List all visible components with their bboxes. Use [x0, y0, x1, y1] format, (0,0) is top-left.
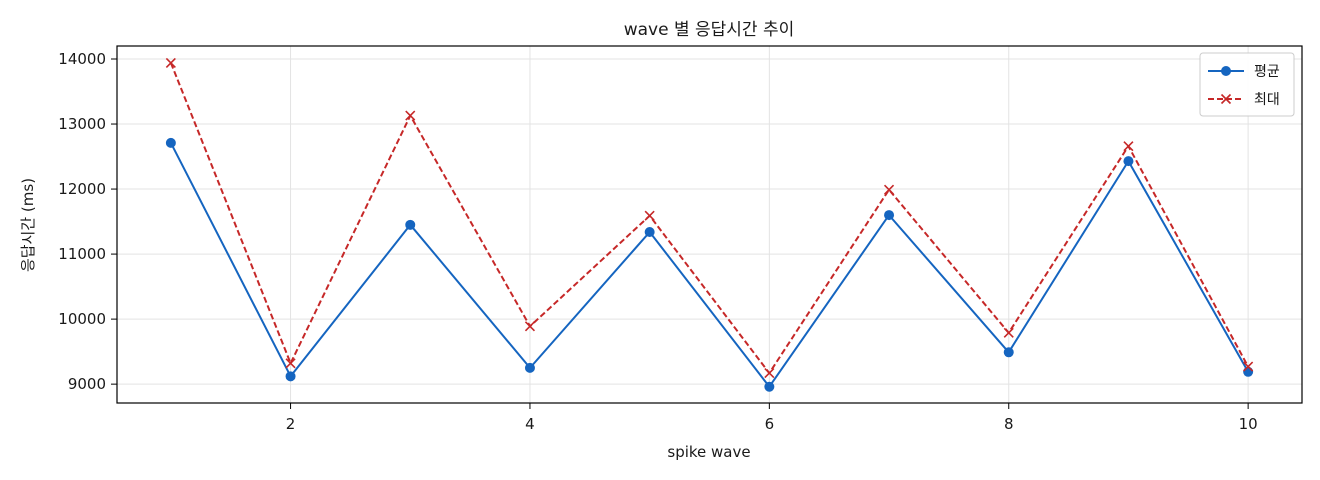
x-tick-label: 10 — [1239, 415, 1258, 433]
x-tick-label: 4 — [525, 415, 535, 433]
data-point — [1243, 361, 1254, 372]
data-point — [524, 362, 535, 373]
y-tick-label: 10000 — [58, 310, 106, 328]
data-point — [1123, 141, 1134, 152]
x-axis: 2 4 6 8 10 — [286, 403, 1258, 433]
data-point — [1003, 347, 1014, 358]
data-point — [165, 137, 176, 148]
x-tick-label: 8 — [1004, 415, 1014, 433]
data-point — [524, 321, 536, 332]
x-axis-label: spike wave — [667, 443, 750, 461]
data-point — [285, 358, 296, 369]
plot-frame — [116, 45, 1303, 404]
y-tick-label: 14000 — [58, 50, 106, 68]
y-axis: 9000 10000 11000 12000 13000 14000 — [58, 50, 117, 393]
legend-marker — [1221, 66, 1231, 76]
legend-label: 평균 — [1254, 64, 1280, 80]
x-tick-label: 6 — [765, 415, 775, 433]
series-1 — [165, 137, 1254, 392]
data-point — [764, 368, 775, 379]
data-point — [1243, 366, 1254, 377]
series-line — [170, 142, 1249, 388]
x-tick-label: 2 — [286, 415, 296, 433]
y-tick-label: 12000 — [58, 180, 106, 198]
series-layer — [165, 57, 1254, 392]
legend-label: 최대 — [1254, 92, 1280, 108]
grid — [117, 46, 1302, 403]
data-point — [884, 210, 895, 221]
y-tick-label: 13000 — [58, 115, 106, 133]
data-point — [405, 110, 416, 121]
data-point — [1123, 156, 1134, 167]
series-2 — [165, 57, 1254, 379]
data-point — [644, 210, 655, 221]
y-axis-label: 응답시간 (ms) — [19, 178, 37, 272]
series-line — [169, 62, 1249, 375]
legend-box — [1199, 52, 1295, 117]
data-point — [285, 371, 296, 382]
legend-marker — [1220, 93, 1232, 105]
data-point — [165, 57, 176, 68]
y-tick-label: 9000 — [68, 375, 106, 393]
data-point — [1003, 327, 1014, 338]
data-point — [644, 226, 655, 237]
data-point — [405, 219, 416, 230]
data-point — [764, 381, 775, 392]
data-point — [883, 184, 895, 195]
y-tick-label: 11000 — [58, 245, 106, 263]
chart-title: wave 별 응답시간 추이 — [624, 20, 795, 40]
